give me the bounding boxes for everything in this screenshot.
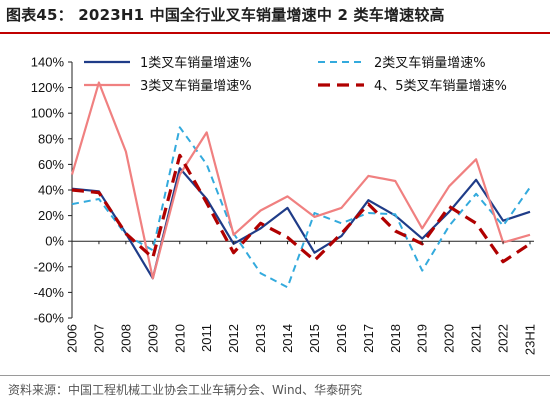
x-tick-label: 2015 — [307, 324, 322, 353]
y-tick-label: 140% — [31, 55, 65, 70]
legend-label-2: 2类叉车销量增速% — [374, 55, 486, 71]
x-tick-label: 2018 — [388, 324, 403, 353]
x-tick-label: 2006 — [65, 324, 80, 353]
legend-label-1: 1类叉车销量增速% — [140, 55, 252, 71]
series-line-3 — [70, 81, 531, 280]
series-lines — [70, 81, 531, 289]
y-tick-label: 60% — [38, 157, 64, 172]
axes — [71, 62, 534, 318]
x-tick-label: 2012 — [226, 324, 241, 353]
series-line-1 — [71, 167, 531, 280]
y-tick-label: 0% — [45, 234, 64, 249]
y-tick-label: -60% — [34, 311, 65, 326]
legend-label-3: 3类叉车销量增速% — [140, 78, 252, 94]
x-tick-label: 2007 — [91, 324, 106, 353]
y-tick-label: -20% — [34, 259, 65, 274]
x-tick-label: 2009 — [145, 324, 160, 353]
source-divider — [0, 375, 550, 376]
x-tick-label: 2014 — [280, 324, 295, 353]
x-tick-label: 23H1 — [523, 324, 538, 355]
source-note: 资料来源：中国工程机械工业协会工业车辆分会、Wind、华泰研究 — [8, 383, 363, 397]
y-axis-ticks: -60% -40% -20% 0% 20% 40% 60% 80% 100% 120% 140% — [31, 55, 72, 326]
y-tick-label: 40% — [38, 183, 64, 198]
chart-title: 图表45： 2023H1 中国全行业叉车销量增速中 2 类车增速较高 — [6, 6, 445, 24]
y-tick-label: 80% — [38, 131, 64, 146]
x-tick-label: 2019 — [415, 324, 430, 353]
x-tick-label: 2016 — [334, 324, 349, 353]
x-tick-label: 2022 — [496, 324, 511, 353]
y-tick-label: 100% — [31, 106, 65, 121]
x-tick-label: 2017 — [361, 324, 376, 353]
x-axis-ticks: 2006 2007 2008 2009 2010 2011 2012 2013 2014 2015… — [65, 241, 538, 355]
line-chart: -60% -40% -20% 0% 20% 40% 60% 80% 100% 120% 140% 2… — [31, 55, 538, 356]
x-tick-label: 2021 — [469, 324, 484, 353]
series-line-2 — [71, 126, 531, 289]
y-tick-label: 120% — [31, 80, 65, 95]
x-tick-label: 2020 — [442, 324, 457, 353]
x-tick-label: 2011 — [199, 324, 214, 352]
x-tick-label: 2010 — [172, 324, 187, 353]
y-tick-label: 20% — [38, 208, 64, 223]
x-tick-label: 2008 — [118, 324, 133, 353]
y-tick-label: -40% — [34, 285, 65, 300]
legend: 1类叉车销量增速% 2类叉车销量增速% 3类叉车销量增速% 4、5类叉车销量增速% — [84, 55, 507, 94]
legend-label-4: 4、5类叉车销量增速% — [374, 78, 507, 94]
series-line-4 — [71, 153, 531, 264]
x-tick-label: 2013 — [253, 324, 268, 353]
title-divider — [0, 32, 550, 34]
